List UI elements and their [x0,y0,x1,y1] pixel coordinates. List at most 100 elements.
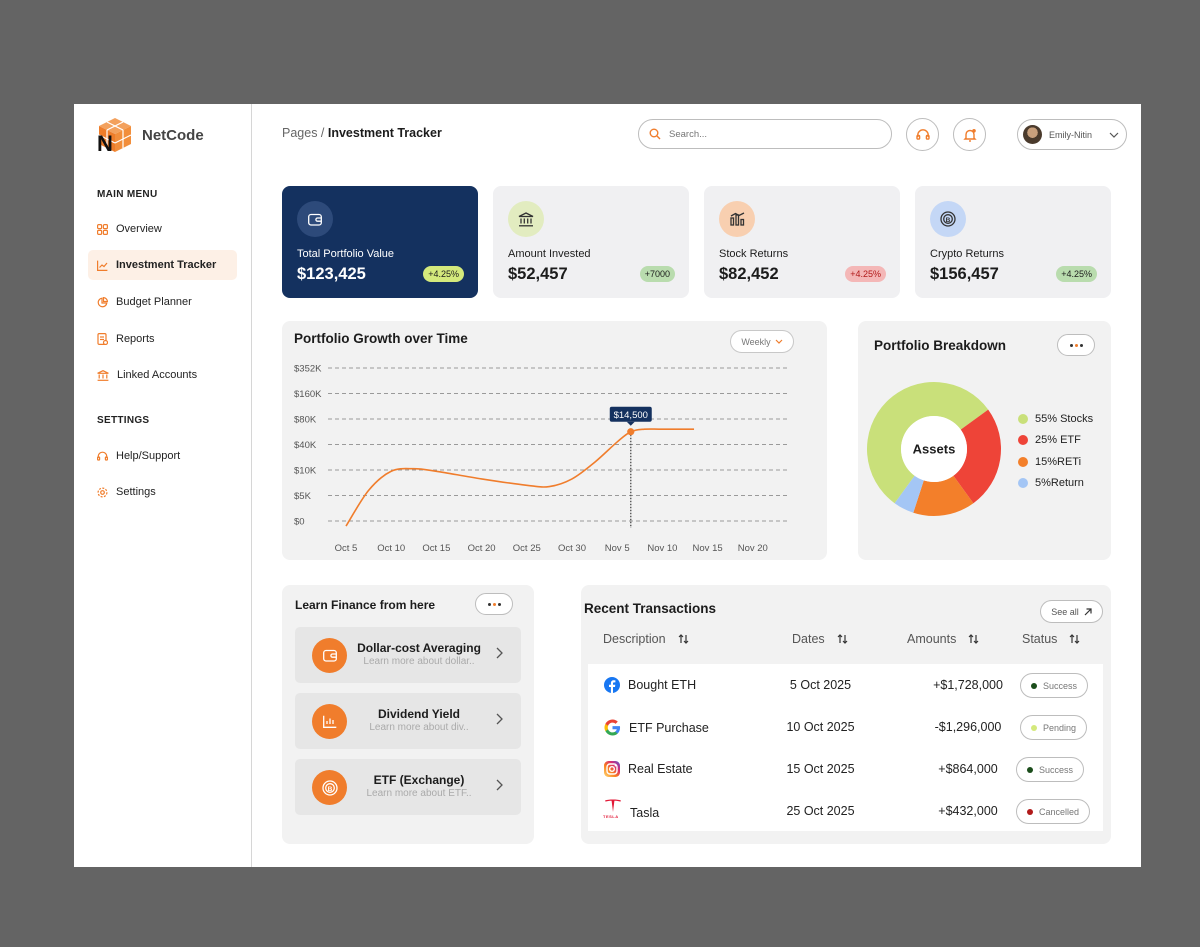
wallet-icon [297,201,333,237]
logo[interactable]: N NetCode [96,116,204,154]
status-dot [1027,808,1033,815]
search-input[interactable] [669,128,869,140]
legend-swatch [1018,414,1028,424]
learn-panel: Learn Finance from here Dollar-cost Aver… [282,585,534,844]
row-description: ETF Purchase [604,719,709,736]
instagram-icon [604,761,620,777]
x-tick-label: Oct 10 [377,543,405,554]
x-tick-label: Nov 10 [647,543,677,554]
learn-item-sub: Learn more about div.. [369,722,469,733]
svg-text:B: B [327,785,332,792]
legend-label: 15%RETi [1035,456,1082,468]
wallet-icon [312,638,347,673]
bell-icon [962,128,977,142]
gear-icon [97,486,108,498]
donut-center-label: Assets [913,442,956,457]
see-all-label: See all [1051,606,1079,617]
table-row[interactable]: Bought ETH 5 Oct 2025 +$1,728,000 Succes… [588,664,1103,706]
stat-card-crypto-returns[interactable]: B Crypto Returns $156,457 +4.25% [915,186,1111,298]
table-row[interactable]: TESLA Tasla 25 Oct 2025 +$432,000 Cancel… [588,790,1103,832]
stat-card-stock-returns[interactable]: Stock Returns $82,452 +4.25% [704,186,900,298]
learn-item-dividend-yield[interactable]: Dividend Yield Learn more about div.. [295,693,521,749]
period-select[interactable]: Weekly [730,330,794,353]
breakdown-donut: Assets [866,381,1001,516]
learn-item-dollar-cost[interactable]: Dollar-cost Averaging Learn more about d… [295,627,521,683]
bar-chart-icon [719,201,755,237]
column-header-dates[interactable]: Dates [792,632,848,646]
breakdown-title: Portfolio Breakdown [874,338,1007,353]
sidebar-item-help-support[interactable]: Help/Support [88,441,237,471]
column-label: Amounts [907,632,957,646]
learn-item-sub: Learn more about dollar.. [363,656,475,667]
breadcrumb-parent[interactable]: Pages / [282,126,325,140]
stat-card-amount-invested[interactable]: Amount Invested $52,457 +7000 [493,186,689,298]
sidebar-item-linked-accounts[interactable]: Linked Accounts [88,360,237,390]
row-desc-text: ETF Purchase [629,720,709,735]
column-header-amounts[interactable]: Amounts [907,632,979,646]
sidebar-item-reports[interactable]: Reports [88,324,237,354]
headset-icon [97,451,108,461]
column-header-description[interactable]: Description [603,632,689,646]
report-icon [97,333,108,345]
user-menu[interactable]: Emily-Nitin [1017,119,1127,150]
stat-card-total-portfolio[interactable]: Total Portfolio Value $123,425 +4.25% [282,186,478,298]
sidebar-item-label: Investment Tracker [116,259,217,271]
table-row[interactable]: Real Estate 15 Oct 2025 +$864,000 Succes… [588,748,1103,790]
stat-label: Amount Invested [508,248,591,260]
search-bar[interactable] [638,119,892,149]
sidebar-item-investment-tracker[interactable]: Investment Tracker [88,250,237,280]
status-badge: Cancelled [1016,799,1091,824]
transactions-table: Bought ETH 5 Oct 2025 +$1,728,000 Succes… [588,664,1103,831]
learn-more-button[interactable] [475,593,513,615]
status-badge: Success [1020,673,1089,698]
growth-title: Portfolio Growth over Time [294,331,468,346]
row-amount: -$1,296,000 [934,720,1002,734]
row-desc-text: Bought ETH [628,678,697,692]
sidebar-item-overview[interactable]: Overview [88,214,237,244]
sidebar-item-label: Overview [116,223,162,235]
google-icon [604,719,621,736]
column-label: Dates [792,632,825,646]
column-header-status[interactable]: Status [1022,632,1080,646]
facebook-icon [604,677,620,693]
sidebar-item-label: Reports [116,333,155,345]
notifications-button[interactable] [953,118,986,151]
sidebar-item-budget-planner[interactable]: Budget Planner [88,287,237,317]
row-amount: +$864,000 [938,762,998,776]
status-text: Success [1039,764,1074,775]
dot [1069,343,1073,347]
sidebar-item-label: Help/Support [116,450,181,462]
see-all-button[interactable]: See all [1040,600,1103,623]
status-text: Pending [1043,722,1077,733]
support-button[interactable] [906,118,939,151]
dot [1079,343,1083,347]
row-description: Bought ETH [604,677,696,693]
table-row[interactable]: ETF Purchase 10 Oct 2025 -$1,296,000 Pen… [588,706,1103,748]
row-description: Real Estate [604,761,693,777]
chevron-right-icon [496,779,503,791]
stat-value: $156,457 [930,265,999,283]
learn-item-title: Dividend Yield [377,707,461,721]
x-tick-label: Nov 5 [605,543,630,554]
user-name: Emily-Nitin [1049,129,1093,140]
breakdown-more-button[interactable] [1057,334,1095,356]
app-frame: N NetCode MAIN MENU Overview Investment … [74,104,1141,867]
legend-item: 15%RETi [1018,456,1081,468]
pie-icon [97,296,108,307]
stat-label: Stock Returns [719,248,789,260]
stat-value: $52,457 [508,265,568,283]
status-badge: Pending [1020,715,1088,740]
sidebar-item-settings[interactable]: Settings [88,477,237,507]
search-icon [649,128,661,140]
learn-item-sub: Learn more about ETF.. [366,788,472,799]
stat-value: $123,425 [297,265,366,283]
learn-item-etf[interactable]: B ETF (Exchange) Learn more about ETF.. [295,759,521,815]
column-label: Status [1022,632,1058,646]
status-dot [1031,724,1037,731]
y-tick-label: $352K [294,364,322,375]
legend-swatch [1018,457,1028,467]
growth-chart: $0 $5K $10K $40K $80K $160K $352K Oct 5 Oct 10 Oc… [294,364,787,554]
stat-badge: +4.25% [845,266,886,282]
sidebar: N NetCode MAIN MENU Overview Investment … [74,104,252,867]
x-tick-label: Oct 5 [335,543,358,554]
